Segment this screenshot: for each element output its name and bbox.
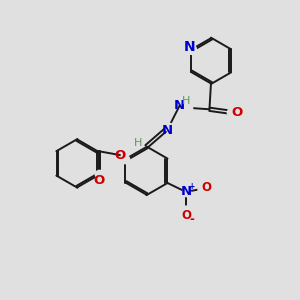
Text: -: - xyxy=(189,213,194,226)
Text: +: + xyxy=(188,182,194,191)
Text: O: O xyxy=(181,208,191,222)
Text: N: N xyxy=(180,185,191,198)
Text: N: N xyxy=(174,99,185,112)
Text: N: N xyxy=(184,40,195,54)
Text: N: N xyxy=(162,124,173,137)
Text: O: O xyxy=(202,181,212,194)
Text: H: H xyxy=(182,96,191,106)
Text: O: O xyxy=(93,174,104,187)
Text: O: O xyxy=(231,106,242,119)
Text: H: H xyxy=(134,139,142,148)
Text: O: O xyxy=(114,148,126,162)
